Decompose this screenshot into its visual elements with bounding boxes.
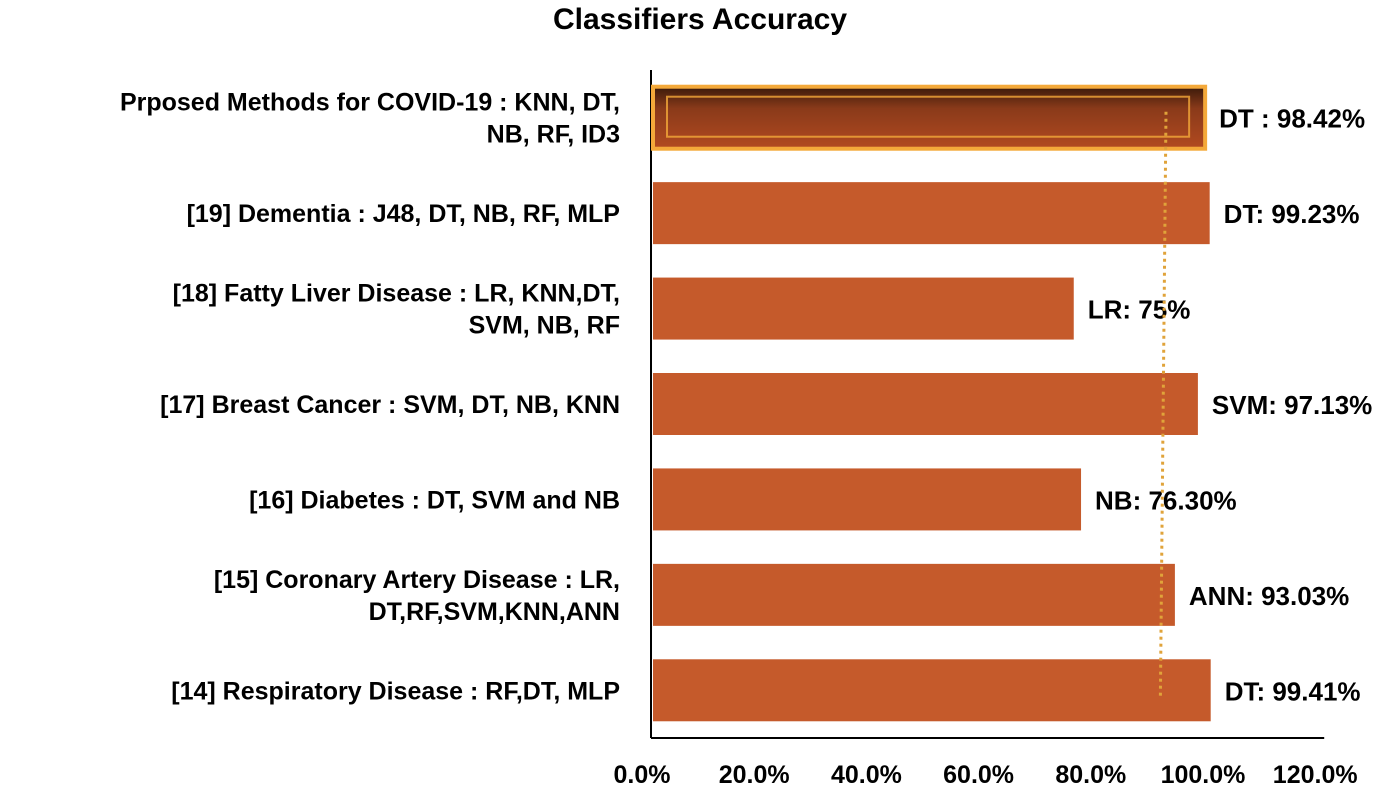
x-tick-label: 100.0% <box>1161 761 1246 789</box>
category-label: [17] Breast Cancer : SVM, DT, NB, KNN <box>160 391 620 419</box>
category-label: Prposed Methods for COVID-19 : KNN, DT, <box>120 89 620 117</box>
x-tick-label: 120.0% <box>1273 761 1358 789</box>
chart-title: Classifiers Accuracy <box>553 3 847 36</box>
data-label: ANN: 93.03% <box>1189 581 1349 611</box>
category-label: [14] Respiratory Disease : RF,DT, MLP <box>171 677 620 705</box>
bar <box>653 563 1175 626</box>
category-label: [15] Coronary Artery Disease : LR, <box>214 566 620 594</box>
category-label: [19] Dementia : J48, DT, NB, RF, MLP <box>187 200 620 228</box>
bar-highlight-inner-frame <box>666 95 1191 138</box>
x-tick-label: 80.0% <box>1055 761 1126 789</box>
data-label: LR: 75% <box>1088 295 1191 325</box>
x-tick-label: 0.0% <box>614 761 671 789</box>
data-label: DT : 98.42% <box>1219 104 1365 134</box>
plot-area: 0.0% 20.0% 40.0% 60.0% 80.0% 100.0% 120.0% DT :… <box>120 70 1372 789</box>
bar <box>653 373 1198 435</box>
bar <box>653 468 1082 531</box>
data-label: DT: 99.41% <box>1225 676 1361 706</box>
data-label: DT: 99.23% <box>1224 199 1360 229</box>
data-label: SVM: 97.13% <box>1212 390 1372 420</box>
x-tick-label: 60.0% <box>943 761 1014 789</box>
bar <box>653 277 1074 340</box>
x-tick-label: 20.0% <box>719 761 790 789</box>
category-label: [18] Fatty Liver Disease : LR, KNN,DT, <box>173 280 620 308</box>
bar <box>653 659 1211 722</box>
x-tick-label: 40.0% <box>831 761 902 789</box>
category-label: NB, RF, ID3 <box>487 121 620 149</box>
bar <box>653 182 1210 245</box>
category-label: SVM, NB, RF <box>469 312 620 340</box>
data-label: NB: 76.30% <box>1095 485 1237 515</box>
category-label: DT,RF,SVM,KNN,ANN <box>369 598 620 626</box>
category-label: [16] Diabetes : DT, SVM and NB <box>249 486 620 514</box>
